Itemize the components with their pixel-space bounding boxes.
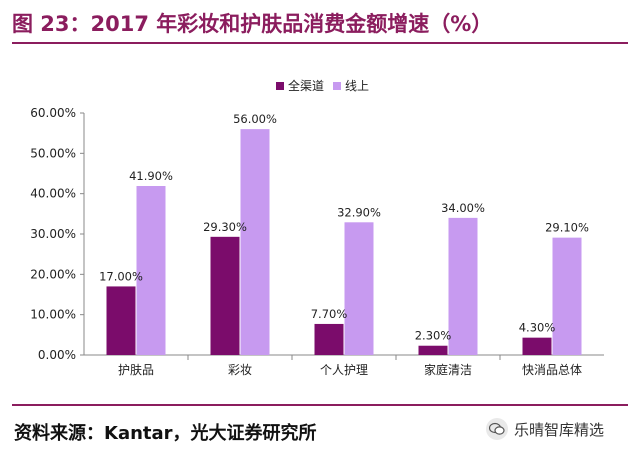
y-tick-label: 30.00% (30, 227, 76, 241)
legend-label: 线上 (345, 79, 369, 93)
y-axis: 0.00% 10.00% 20.00% 30.00% 40.00% 50.00% 60.00… (30, 106, 85, 362)
bar-online (448, 217, 478, 355)
data-labels-group: 17.00% 41.90% 29.30% 56.00% 7.70% 32.90% 2.30%… (99, 112, 589, 343)
bar-online (240, 129, 270, 355)
data-label: 4.30% (519, 321, 556, 335)
y-tick-label: 20.00% (30, 267, 76, 281)
data-label: 41.90% (129, 169, 173, 183)
wechat-icon (486, 418, 508, 440)
y-tick-label: 0.00% (38, 348, 76, 362)
y-tick-label: 50.00% (30, 146, 76, 160)
data-label: 29.30% (203, 220, 247, 234)
source-divider (12, 404, 628, 406)
data-label: 7.70% (311, 307, 348, 321)
y-tick-label: 40.00% (30, 187, 76, 201)
data-label: 17.00% (99, 269, 143, 283)
x-category-label: 护肤品 (118, 362, 154, 377)
x-category-label: 彩妆 (228, 363, 252, 377)
x-axis: 护肤品 彩妆 个人护理 家庭清洁 快消品总体 (84, 354, 604, 377)
bar-all-channels (522, 337, 552, 355)
bar-all-channels (210, 236, 240, 355)
bar-all-channels (106, 286, 136, 355)
title-divider (12, 42, 628, 44)
legend-label: 全渠道 (288, 78, 324, 93)
bar-online (136, 186, 166, 355)
watermark: 乐晴智库精选 (486, 418, 604, 440)
bar-online (344, 222, 374, 355)
y-tick-label: 10.00% (30, 308, 76, 322)
bar-online (552, 237, 582, 355)
x-category-label: 快消品总体 (522, 363, 582, 377)
y-tick-label: 60.00% (30, 106, 76, 120)
source-note: 资料来源：Kantar，光大证券研究所 (14, 423, 317, 444)
data-label: 2.30% (415, 329, 452, 343)
data-label: 56.00% (233, 112, 277, 126)
bars-group (106, 129, 582, 355)
legend-swatch (276, 82, 284, 90)
data-label: 32.90% (337, 205, 381, 219)
data-label: 29.10% (545, 221, 589, 235)
legend-swatch (333, 82, 341, 90)
bar-all-channels (314, 323, 344, 355)
bar-chart: 全渠道 线上 0.00% 10.00% 20.00% 30.00% 40.00% 50.00… (30, 78, 604, 377)
x-category-label: 个人护理 (320, 363, 368, 377)
figure-title: 图 23：2017 年彩妆和护肤品消费金额增速（%） (12, 12, 493, 36)
chart-legend: 全渠道 线上 (276, 78, 369, 93)
data-label: 34.00% (441, 201, 485, 215)
x-category-label: 家庭清洁 (424, 362, 472, 377)
watermark-text: 乐晴智库精选 (514, 420, 605, 439)
bar-all-channels (418, 345, 448, 355)
